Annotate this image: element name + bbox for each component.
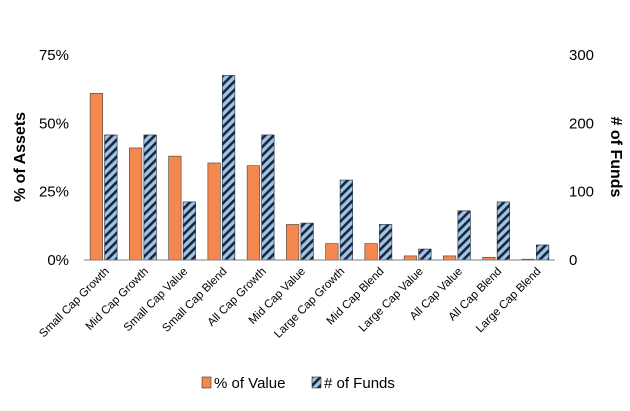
funds-bar	[418, 248, 432, 261]
legend-label-value: % of Value	[214, 375, 285, 392]
funds-bar	[143, 134, 157, 261]
funds-bar	[457, 210, 471, 261]
legend-label-funds: # of Funds	[324, 375, 395, 392]
legend: % of Value # of Funds	[201, 375, 395, 392]
right-axis-title: # of Funds	[607, 117, 624, 198]
left-tick-label: 50%	[39, 115, 69, 132]
value-bar	[443, 255, 457, 261]
right-tick-label: 0	[569, 252, 577, 269]
value-bar	[325, 243, 339, 261]
category-label: Small Cap Growth	[37, 266, 111, 340]
right-axis-ticks: 0 100 200 300	[569, 47, 594, 269]
funds-bar	[300, 222, 314, 261]
value-bar	[364, 243, 378, 261]
funds-bar	[536, 244, 550, 261]
right-tick-label: 200	[569, 115, 594, 132]
right-tick-label: 100	[569, 184, 594, 201]
value-bar	[246, 165, 260, 261]
value-bar	[207, 162, 221, 261]
funds-bar	[379, 224, 393, 261]
funds-bar	[222, 75, 236, 261]
value-bar	[129, 147, 143, 261]
funds-bar	[339, 179, 353, 261]
funds-bar	[496, 201, 510, 261]
right-tick-label: 300	[569, 47, 594, 64]
left-axis-ticks: 0% 25% 50% 75%	[39, 47, 69, 269]
funds-bar	[261, 134, 275, 261]
funds-bar	[104, 134, 118, 261]
value-bar	[89, 92, 103, 261]
funds-bar	[182, 201, 196, 261]
value-bar	[286, 224, 300, 261]
left-tick-label: 25%	[39, 184, 69, 201]
category-label: Large Cap Growth	[272, 266, 347, 341]
left-tick-label: 75%	[39, 47, 69, 64]
legend-swatch-funds	[311, 376, 322, 389]
value-bar	[403, 255, 417, 261]
left-tick-label: 0%	[47, 252, 69, 269]
legend-swatch-value	[201, 376, 212, 389]
value-bar	[168, 155, 182, 261]
bars-group	[89, 75, 550, 261]
left-axis-title: % of Assets	[12, 112, 29, 202]
